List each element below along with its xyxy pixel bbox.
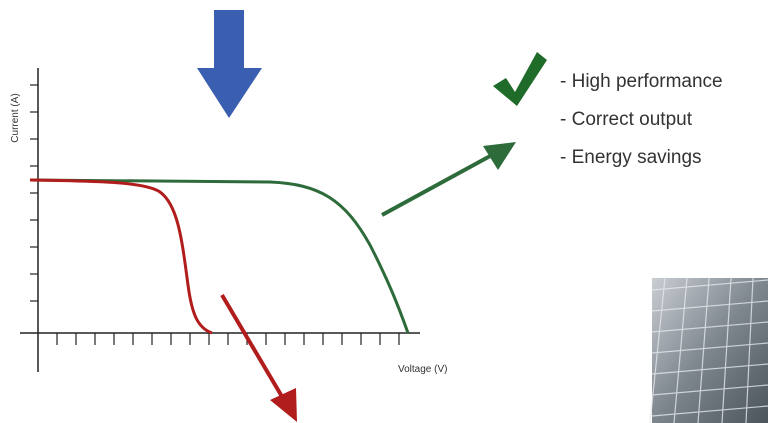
- panel-col: [649, 277, 666, 423]
- panel-row: [651, 321, 768, 333]
- panel-col: [673, 277, 688, 423]
- panel-row: [651, 384, 768, 396]
- tick-group: [30, 84, 400, 345]
- benefit: - High performance: [560, 71, 723, 92]
- panel-row: [651, 300, 768, 312]
- panel-col: [697, 277, 710, 423]
- benefit: - Energy savings: [560, 147, 702, 168]
- solar-panel-photo: [649, 277, 768, 423]
- bad-curve: [29, 178, 213, 335]
- axes: [20, 68, 420, 372]
- bad-arrow-head: [270, 388, 297, 422]
- panel-row: [651, 405, 768, 417]
- good-curve: [29, 178, 410, 334]
- panel-row: [651, 342, 768, 354]
- panel-col: [721, 277, 732, 423]
- check-mark: [493, 52, 547, 106]
- good-arrow-shaft: [381, 153, 493, 217]
- panel-row: [651, 279, 768, 291]
- panel-col: [745, 277, 754, 423]
- benefit: - Correct output: [560, 109, 693, 130]
- y-axis-label: Current (A): [10, 93, 21, 142]
- bad-arrow-shaft: [220, 293, 286, 402]
- input-arrow: [197, 10, 262, 118]
- x-axis-label: Voltage (V): [398, 364, 447, 375]
- good-arrow-head: [483, 142, 516, 170]
